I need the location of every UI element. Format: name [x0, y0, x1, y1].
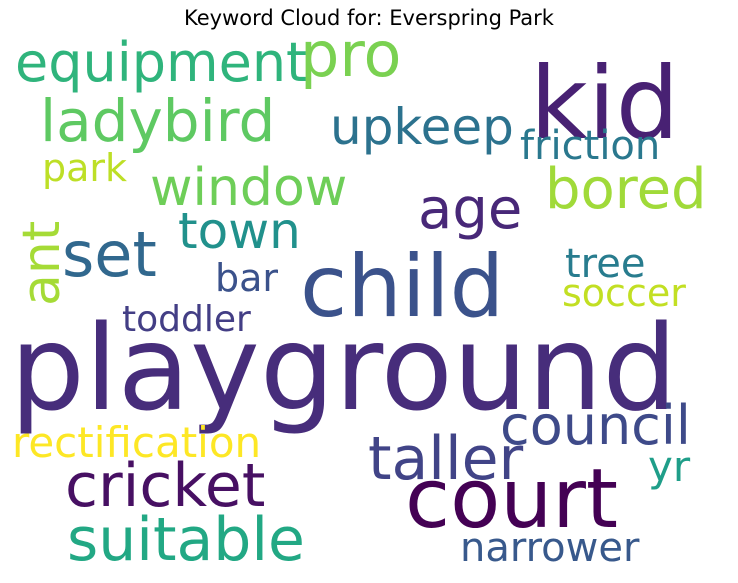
word-upkeep: upkeep [330, 98, 514, 156]
word-park: park [42, 146, 128, 190]
word-soccer: soccer [562, 271, 686, 315]
word-bored: bored [545, 157, 707, 222]
word-cricket: cricket [65, 451, 266, 521]
word-age: age [418, 177, 523, 242]
word-bar: bar [215, 256, 279, 300]
word-yr: yr [648, 442, 691, 491]
word-child: child [300, 237, 505, 337]
word-kid: kid [530, 45, 680, 162]
word-pro: pro [300, 18, 402, 91]
word-town: town [178, 202, 301, 260]
word-window: window [150, 158, 348, 218]
word-council: council [500, 394, 691, 457]
word-friction: friction [520, 123, 661, 169]
word-toddler: toddler [122, 299, 251, 340]
word-court: court [405, 452, 619, 547]
word-set: set [62, 218, 157, 291]
word-rectification: rectification [12, 418, 262, 467]
word-ladybird: ladybird [40, 87, 276, 155]
word-equipment: equipment [15, 31, 308, 94]
chart-title: Keyword Cloud for: Everspring Park [184, 6, 554, 30]
word-taller: taller [368, 424, 524, 494]
word-tree: tree [565, 241, 646, 287]
word-narrower: narrower [460, 525, 640, 571]
word-ant: ant [12, 220, 72, 306]
word-playground: playground [10, 299, 678, 437]
word-cloud: playground kid child court taller cricke… [10, 24, 730, 575]
word-suitable: suitable [67, 505, 305, 575]
